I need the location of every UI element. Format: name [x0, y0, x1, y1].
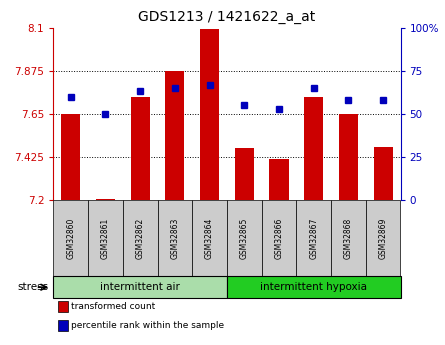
Text: GSM32862: GSM32862: [136, 217, 145, 259]
Bar: [304, 97, 323, 200]
Text: GSM32866: GSM32866: [275, 217, 283, 259]
Bar: [166, 71, 184, 200]
Bar: [235, 148, 254, 200]
Text: GSM32864: GSM32864: [205, 217, 214, 259]
Title: GDS1213 / 1421622_a_at: GDS1213 / 1421622_a_at: [138, 10, 316, 24]
Bar: [339, 114, 358, 200]
Bar: [96, 199, 115, 200]
Text: GSM32867: GSM32867: [309, 217, 318, 259]
Text: intermittent air: intermittent air: [100, 282, 180, 292]
Text: transformed count: transformed count: [71, 302, 155, 311]
Bar: [270, 159, 288, 200]
Text: GSM32863: GSM32863: [170, 217, 179, 259]
Bar: [61, 114, 80, 200]
Text: stress: stress: [17, 282, 49, 292]
Bar: [131, 97, 150, 200]
Text: GSM32868: GSM32868: [344, 217, 353, 259]
Text: GSM32860: GSM32860: [66, 217, 75, 259]
Text: intermittent hypoxia: intermittent hypoxia: [260, 282, 367, 292]
Bar: [374, 147, 392, 200]
Text: GSM32869: GSM32869: [379, 217, 388, 259]
Text: GSM32861: GSM32861: [101, 217, 110, 259]
Text: percentile rank within the sample: percentile rank within the sample: [71, 321, 224, 330]
Bar: [200, 29, 219, 200]
Text: GSM32865: GSM32865: [240, 217, 249, 259]
